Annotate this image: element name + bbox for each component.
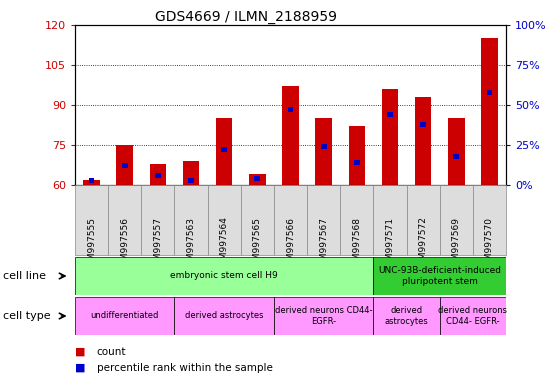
Text: GSM997566: GSM997566 [286, 217, 295, 271]
Bar [274, 297, 373, 335]
Bar [141, 185, 175, 255]
Bar [216, 118, 233, 185]
Bar [440, 185, 473, 255]
Bar [420, 121, 426, 127]
Bar [354, 160, 360, 165]
Bar [116, 145, 133, 185]
Bar [75, 257, 373, 295]
Bar [415, 97, 431, 185]
Bar [321, 144, 327, 149]
Bar [221, 147, 227, 152]
Text: undifferentiated: undifferentiated [91, 311, 159, 321]
Text: UNC-93B-deficient-induced
pluripotent stem: UNC-93B-deficient-induced pluripotent st… [378, 266, 501, 286]
Bar [108, 185, 141, 255]
Bar [473, 185, 506, 255]
Text: derived neurons CD44-
EGFR-: derived neurons CD44- EGFR- [275, 306, 372, 326]
Bar [373, 185, 407, 255]
Bar [448, 118, 465, 185]
Bar [155, 173, 161, 178]
Bar [340, 185, 373, 255]
Text: GSM997556: GSM997556 [120, 217, 129, 271]
Text: GSM997564: GSM997564 [219, 217, 229, 271]
Text: cell type: cell type [3, 311, 50, 321]
Text: percentile rank within the sample: percentile rank within the sample [97, 363, 272, 373]
Text: GSM997569: GSM997569 [452, 217, 461, 271]
Text: GSM997568: GSM997568 [352, 217, 361, 271]
Text: GSM997567: GSM997567 [319, 217, 328, 271]
Bar [175, 185, 207, 255]
Bar [382, 89, 398, 185]
Bar [348, 126, 365, 185]
Text: GSM997565: GSM997565 [253, 217, 262, 271]
Bar [307, 185, 340, 255]
Bar [122, 163, 128, 169]
Bar [373, 257, 506, 295]
Text: GSM997557: GSM997557 [153, 217, 162, 271]
Text: GSM997572: GSM997572 [419, 217, 428, 271]
Bar [188, 177, 194, 183]
Text: derived astrocytes: derived astrocytes [185, 311, 263, 321]
Bar [84, 180, 100, 185]
Text: cell line: cell line [3, 271, 46, 281]
Bar [75, 297, 175, 335]
Bar [207, 185, 241, 255]
Bar [75, 185, 108, 255]
Bar [274, 185, 307, 255]
Text: GSM997555: GSM997555 [87, 217, 96, 271]
Bar [183, 161, 199, 185]
Bar [316, 118, 332, 185]
Text: embryonic stem cell H9: embryonic stem cell H9 [170, 271, 278, 280]
Text: GSM997571: GSM997571 [385, 217, 394, 271]
Bar [241, 185, 274, 255]
Bar [387, 112, 393, 117]
Bar [249, 174, 266, 185]
Bar [481, 38, 498, 185]
Bar [453, 154, 459, 159]
Bar [150, 164, 166, 185]
Text: ■: ■ [75, 363, 86, 373]
Text: ■: ■ [75, 347, 86, 357]
Text: derived neurons
CD44- EGFR-: derived neurons CD44- EGFR- [438, 306, 507, 326]
Bar [254, 176, 260, 181]
Bar [407, 185, 440, 255]
Text: GDS4669 / ILMN_2188959: GDS4669 / ILMN_2188959 [155, 10, 337, 23]
Bar [175, 297, 274, 335]
Bar [282, 86, 299, 185]
Text: count: count [97, 347, 126, 357]
Bar [88, 177, 94, 183]
Bar [486, 89, 492, 95]
Bar [288, 107, 293, 113]
Text: GSM997570: GSM997570 [485, 217, 494, 271]
Text: GSM997563: GSM997563 [187, 217, 195, 271]
Text: derived
astrocytes: derived astrocytes [385, 306, 429, 326]
Bar [440, 297, 506, 335]
Bar [373, 297, 440, 335]
